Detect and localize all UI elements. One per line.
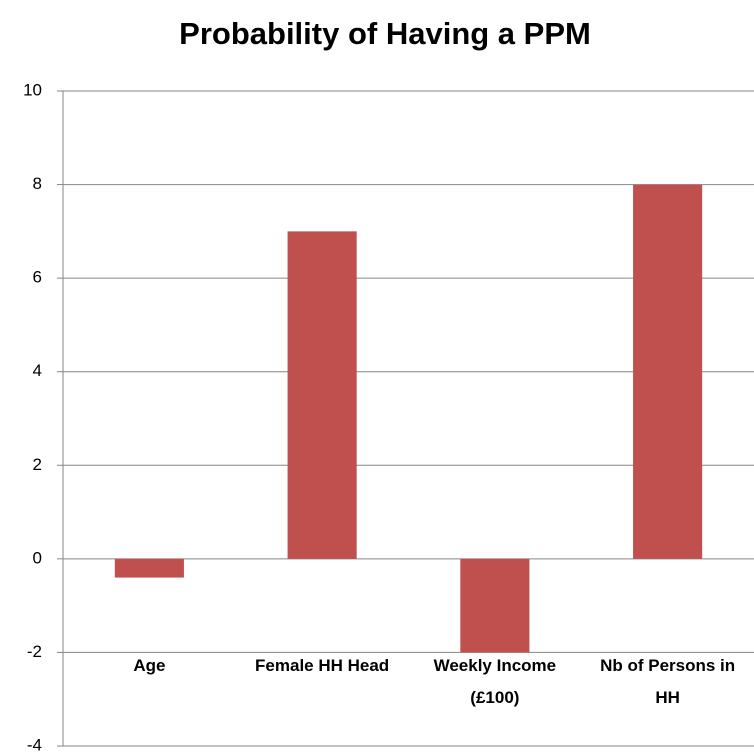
y-tick-label: 10	[23, 80, 42, 99]
y-tick-label: 4	[33, 361, 42, 380]
bar	[287, 231, 357, 559]
x-tick-label: Weekly Income (£100)	[433, 656, 557, 707]
y-tick-label: 0	[33, 548, 42, 567]
y-tick-label: 8	[33, 174, 42, 193]
y-tick-label: 6	[33, 268, 42, 287]
y-tick-label: -4	[27, 735, 42, 752]
bar	[114, 558, 184, 578]
x-tick-label: Age	[133, 656, 166, 675]
x-tick-label: Nb of Persons in HH	[600, 656, 736, 707]
bar	[460, 558, 530, 653]
y-tick-label: 2	[33, 455, 42, 474]
chart-title: Probability of Having a PPM	[179, 16, 591, 51]
x-tick-label: Female HH Head	[255, 656, 390, 675]
y-tick-label: -2	[27, 642, 42, 661]
bar	[633, 184, 703, 559]
